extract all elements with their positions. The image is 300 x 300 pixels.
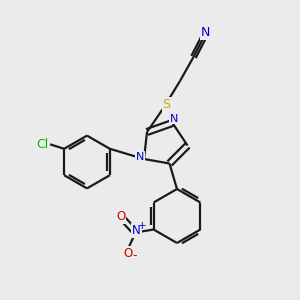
Text: +: + <box>138 221 146 231</box>
Text: O: O <box>123 247 132 260</box>
Text: N: N <box>132 224 141 237</box>
Text: N: N <box>170 113 178 124</box>
Text: -: - <box>133 249 137 262</box>
Text: Cl: Cl <box>36 138 48 151</box>
Text: S: S <box>163 98 170 111</box>
Text: N: N <box>136 152 144 162</box>
Text: N: N <box>201 26 210 39</box>
Text: O: O <box>116 210 125 223</box>
